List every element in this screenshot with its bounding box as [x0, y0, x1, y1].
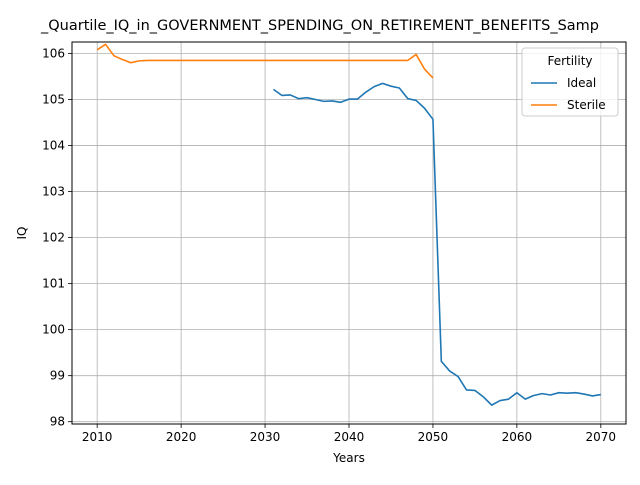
y-tick-label: 101 [42, 277, 65, 291]
legend-title: Fertility [547, 54, 592, 68]
x-axis-label: Years [332, 451, 365, 465]
legend-label: Ideal [567, 76, 596, 90]
y-tick-label: 98 [50, 415, 65, 429]
x-tick-label: 2070 [586, 430, 617, 444]
legend: Fertility Ideal Sterile [521, 47, 619, 117]
y-tick-label: 105 [42, 93, 65, 107]
grid [72, 42, 626, 424]
legend-label: Sterile [567, 98, 606, 112]
y-axis: 98 99 100 101 102 103 104 105 106 [42, 47, 72, 429]
x-axis: 2010 2020 2030 2040 2050 2060 2070 [82, 424, 616, 444]
legend-box [521, 47, 619, 117]
legend-items: Ideal Sterile [531, 76, 606, 112]
series-layer [96, 43, 601, 406]
y-tick-label: 100 [42, 323, 65, 337]
x-tick-label: 2020 [166, 430, 197, 444]
y-axis-label: IQ [15, 227, 29, 240]
series-line-ideal [272, 82, 601, 406]
y-tick-label: 104 [42, 139, 65, 153]
x-tick-label: 2060 [502, 430, 533, 444]
chart-title: _Quartile_IQ_in_GOVERNMENT_SPENDING_ON_R… [40, 18, 599, 34]
y-tick-label: 99 [50, 369, 65, 383]
series-line-sterile [96, 43, 434, 79]
x-tick-label: 2030 [250, 430, 281, 444]
y-tick-label: 102 [42, 231, 65, 245]
x-tick-label: 2010 [82, 430, 113, 444]
y-tick-label: 103 [42, 185, 65, 199]
y-tick-label: 106 [42, 47, 65, 61]
x-tick-label: 2050 [418, 430, 449, 444]
x-tick-label: 2040 [334, 430, 365, 444]
